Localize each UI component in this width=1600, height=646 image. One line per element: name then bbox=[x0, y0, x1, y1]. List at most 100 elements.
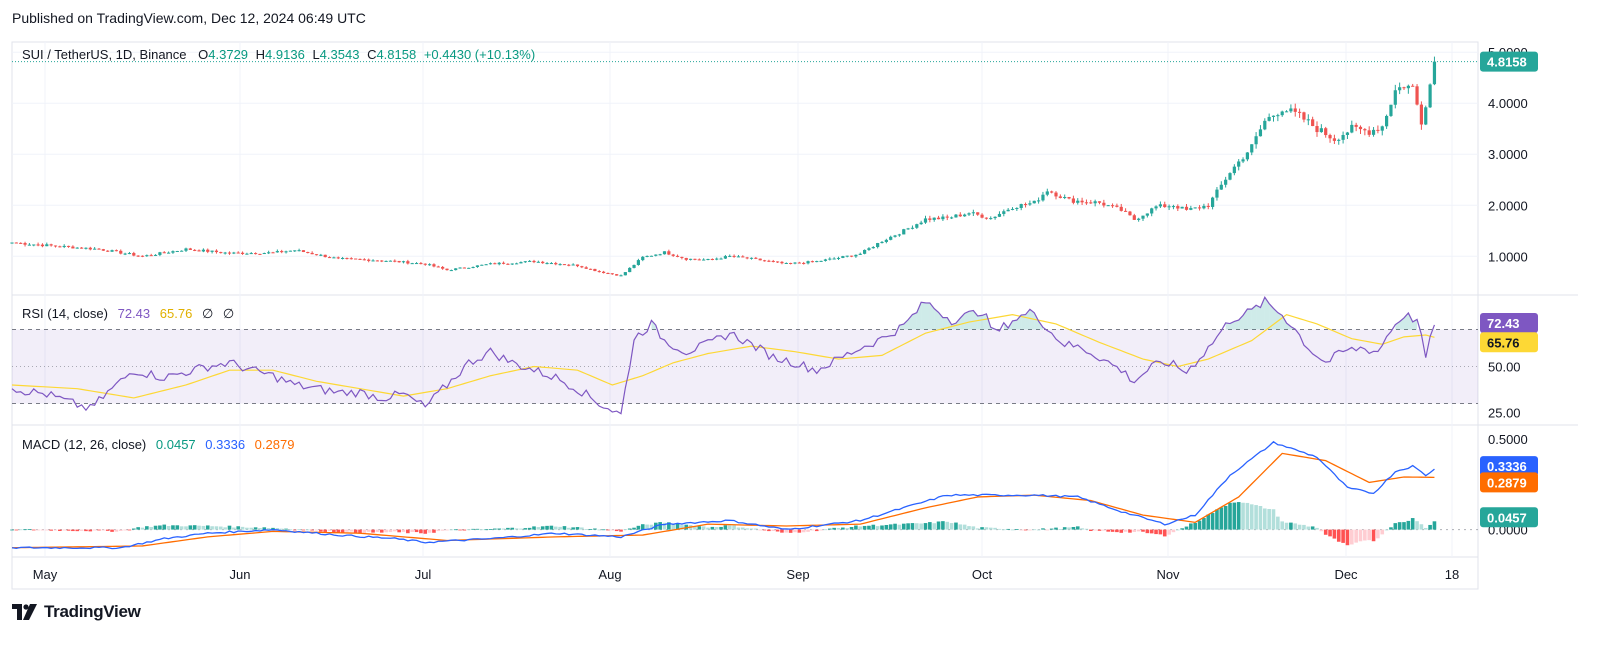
candle-body bbox=[441, 266, 445, 269]
candle bbox=[449, 269, 453, 272]
rsi-title[interactable]: RSI (14, close) bbox=[22, 306, 108, 321]
histogram-bar bbox=[1423, 527, 1428, 530]
histogram-bar bbox=[928, 522, 932, 530]
candle bbox=[32, 244, 36, 247]
candle bbox=[488, 262, 493, 265]
candle-body bbox=[419, 263, 423, 265]
rsi-legend[interactable]: RSI (14, close) 72.43 65.76 ∅ ∅ bbox=[22, 306, 234, 321]
candle bbox=[989, 216, 993, 220]
candle-body bbox=[1311, 119, 1315, 127]
candle-body bbox=[345, 257, 349, 259]
histogram-bar bbox=[880, 525, 884, 530]
candle bbox=[119, 249, 123, 255]
change-value: +0.4430 (+10.13%) bbox=[424, 47, 535, 62]
histogram-bar bbox=[475, 528, 480, 530]
candle bbox=[954, 214, 958, 218]
rsi-overbought-segment bbox=[1251, 305, 1257, 330]
candle bbox=[754, 256, 758, 260]
histogram-bar bbox=[158, 525, 162, 530]
candle-body bbox=[397, 260, 401, 263]
candle-body bbox=[171, 251, 175, 253]
candle bbox=[362, 258, 366, 261]
candle bbox=[536, 260, 540, 263]
candle-body bbox=[310, 252, 314, 255]
candle-body bbox=[1137, 218, 1141, 220]
candle bbox=[410, 262, 414, 265]
histogram-bar bbox=[1232, 502, 1237, 530]
rsi-overbought-segment bbox=[1234, 320, 1239, 330]
candle bbox=[436, 265, 440, 268]
histogram-bar bbox=[906, 523, 910, 530]
candle-body bbox=[36, 244, 40, 246]
histogram-bar bbox=[884, 524, 889, 530]
price-legend[interactable]: SUI / TetherUS, 1D, Binance O4.3729 H4.9… bbox=[22, 47, 535, 62]
candle bbox=[23, 241, 27, 247]
rsi-line[interactable] bbox=[11, 296, 1436, 415]
candle-body bbox=[671, 254, 675, 256]
candle-body bbox=[167, 252, 171, 254]
candle bbox=[841, 255, 845, 259]
candle-body bbox=[375, 260, 379, 262]
candle-body bbox=[1141, 215, 1145, 219]
histogram-bar bbox=[553, 526, 558, 530]
candle-body bbox=[101, 249, 105, 251]
histogram-bar bbox=[706, 527, 710, 530]
candle bbox=[984, 217, 988, 220]
candle-body bbox=[506, 263, 510, 265]
histogram-bar bbox=[636, 525, 641, 530]
candle bbox=[632, 264, 636, 269]
histogram-bar bbox=[1363, 529, 1367, 541]
candle-body bbox=[306, 252, 310, 254]
candle-body bbox=[528, 260, 532, 262]
histogram-bar bbox=[279, 528, 284, 530]
candle bbox=[297, 248, 301, 252]
close-value: 4.8158 bbox=[376, 47, 416, 62]
histogram-bar bbox=[40, 529, 45, 531]
candle bbox=[1311, 116, 1315, 127]
histogram-bar bbox=[640, 524, 645, 530]
candle bbox=[1019, 203, 1023, 211]
macd-badge-text: 0.3336 bbox=[1487, 459, 1527, 474]
candle-body bbox=[45, 244, 49, 247]
tradingview-logo[interactable]: TradingView bbox=[12, 601, 141, 623]
histogram-bar bbox=[310, 529, 314, 531]
histogram-bar bbox=[271, 527, 275, 530]
histogram-bar bbox=[1197, 520, 1202, 530]
histogram-bar bbox=[971, 526, 976, 530]
macd-signal-line[interactable] bbox=[11, 452, 1435, 549]
candle bbox=[1271, 115, 1276, 122]
candle bbox=[636, 258, 640, 266]
candle bbox=[932, 217, 936, 222]
time-tick-label: Dec bbox=[1334, 567, 1358, 582]
time-tick-label: 18 bbox=[1445, 567, 1459, 582]
histogram-bar bbox=[197, 525, 201, 530]
candle bbox=[1224, 176, 1228, 188]
candle bbox=[545, 262, 549, 265]
candle-body bbox=[1080, 200, 1084, 203]
candle bbox=[1045, 188, 1049, 197]
candle bbox=[1419, 101, 1423, 130]
candle bbox=[1424, 105, 1428, 126]
macd-title[interactable]: MACD (12, 26, close) bbox=[22, 437, 146, 452]
histogram-bar bbox=[449, 529, 454, 531]
macd-line[interactable] bbox=[11, 440, 1435, 550]
histogram-bar bbox=[75, 529, 80, 532]
macd-legend[interactable]: MACD (12, 26, close) 0.0457 0.3336 0.287… bbox=[22, 437, 294, 452]
candle-body bbox=[1189, 208, 1193, 210]
candle-body bbox=[1315, 126, 1319, 133]
candle-body bbox=[332, 257, 336, 259]
candle bbox=[758, 258, 762, 261]
histogram-bar bbox=[10, 529, 14, 531]
candle bbox=[462, 267, 466, 269]
symbol-title[interactable]: SUI / TetherUS, 1D, Binance bbox=[22, 47, 187, 62]
candle-body bbox=[793, 262, 797, 264]
macd-histogram[interactable] bbox=[10, 502, 1437, 546]
candlestick-series[interactable] bbox=[10, 56, 1437, 277]
histogram-bar bbox=[662, 522, 667, 530]
candle bbox=[36, 242, 40, 247]
candle bbox=[1319, 124, 1323, 133]
tradingview-logo-text: TradingView bbox=[44, 602, 141, 621]
candle bbox=[1241, 157, 1245, 164]
candle-body bbox=[654, 254, 658, 256]
